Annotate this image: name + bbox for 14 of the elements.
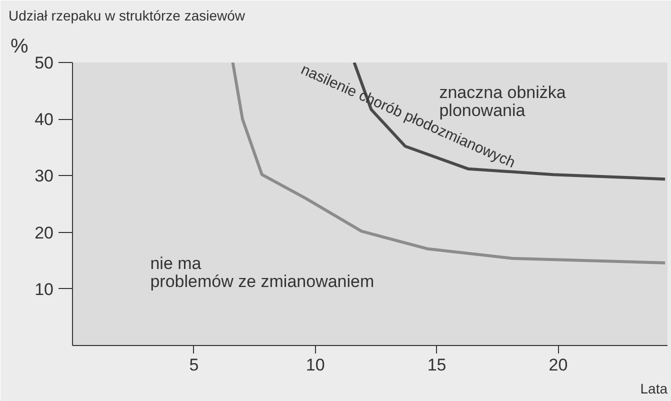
y-tick-label: 30: [34, 166, 54, 186]
x-tick-label: 5: [189, 356, 199, 374]
y-tick-label: 10: [34, 280, 54, 299]
y-tick-label: 50: [34, 54, 54, 72]
x-tick-label: 10: [306, 356, 325, 374]
line-series: [231, 62, 667, 264]
x-axis-title: Lata: [640, 380, 668, 396]
annotation: nie ma problemów ze zmianowaniem: [150, 254, 374, 292]
x-tick-label: 20: [548, 356, 568, 374]
y-tick-label: 20: [34, 223, 54, 242]
y-axis-title: Udział rzepaku w struktórze zasiewów: [8, 8, 246, 24]
x-tick-label: 15: [427, 356, 446, 374]
text: %: [10, 36, 28, 58]
y-tick-label: 40: [34, 110, 54, 130]
